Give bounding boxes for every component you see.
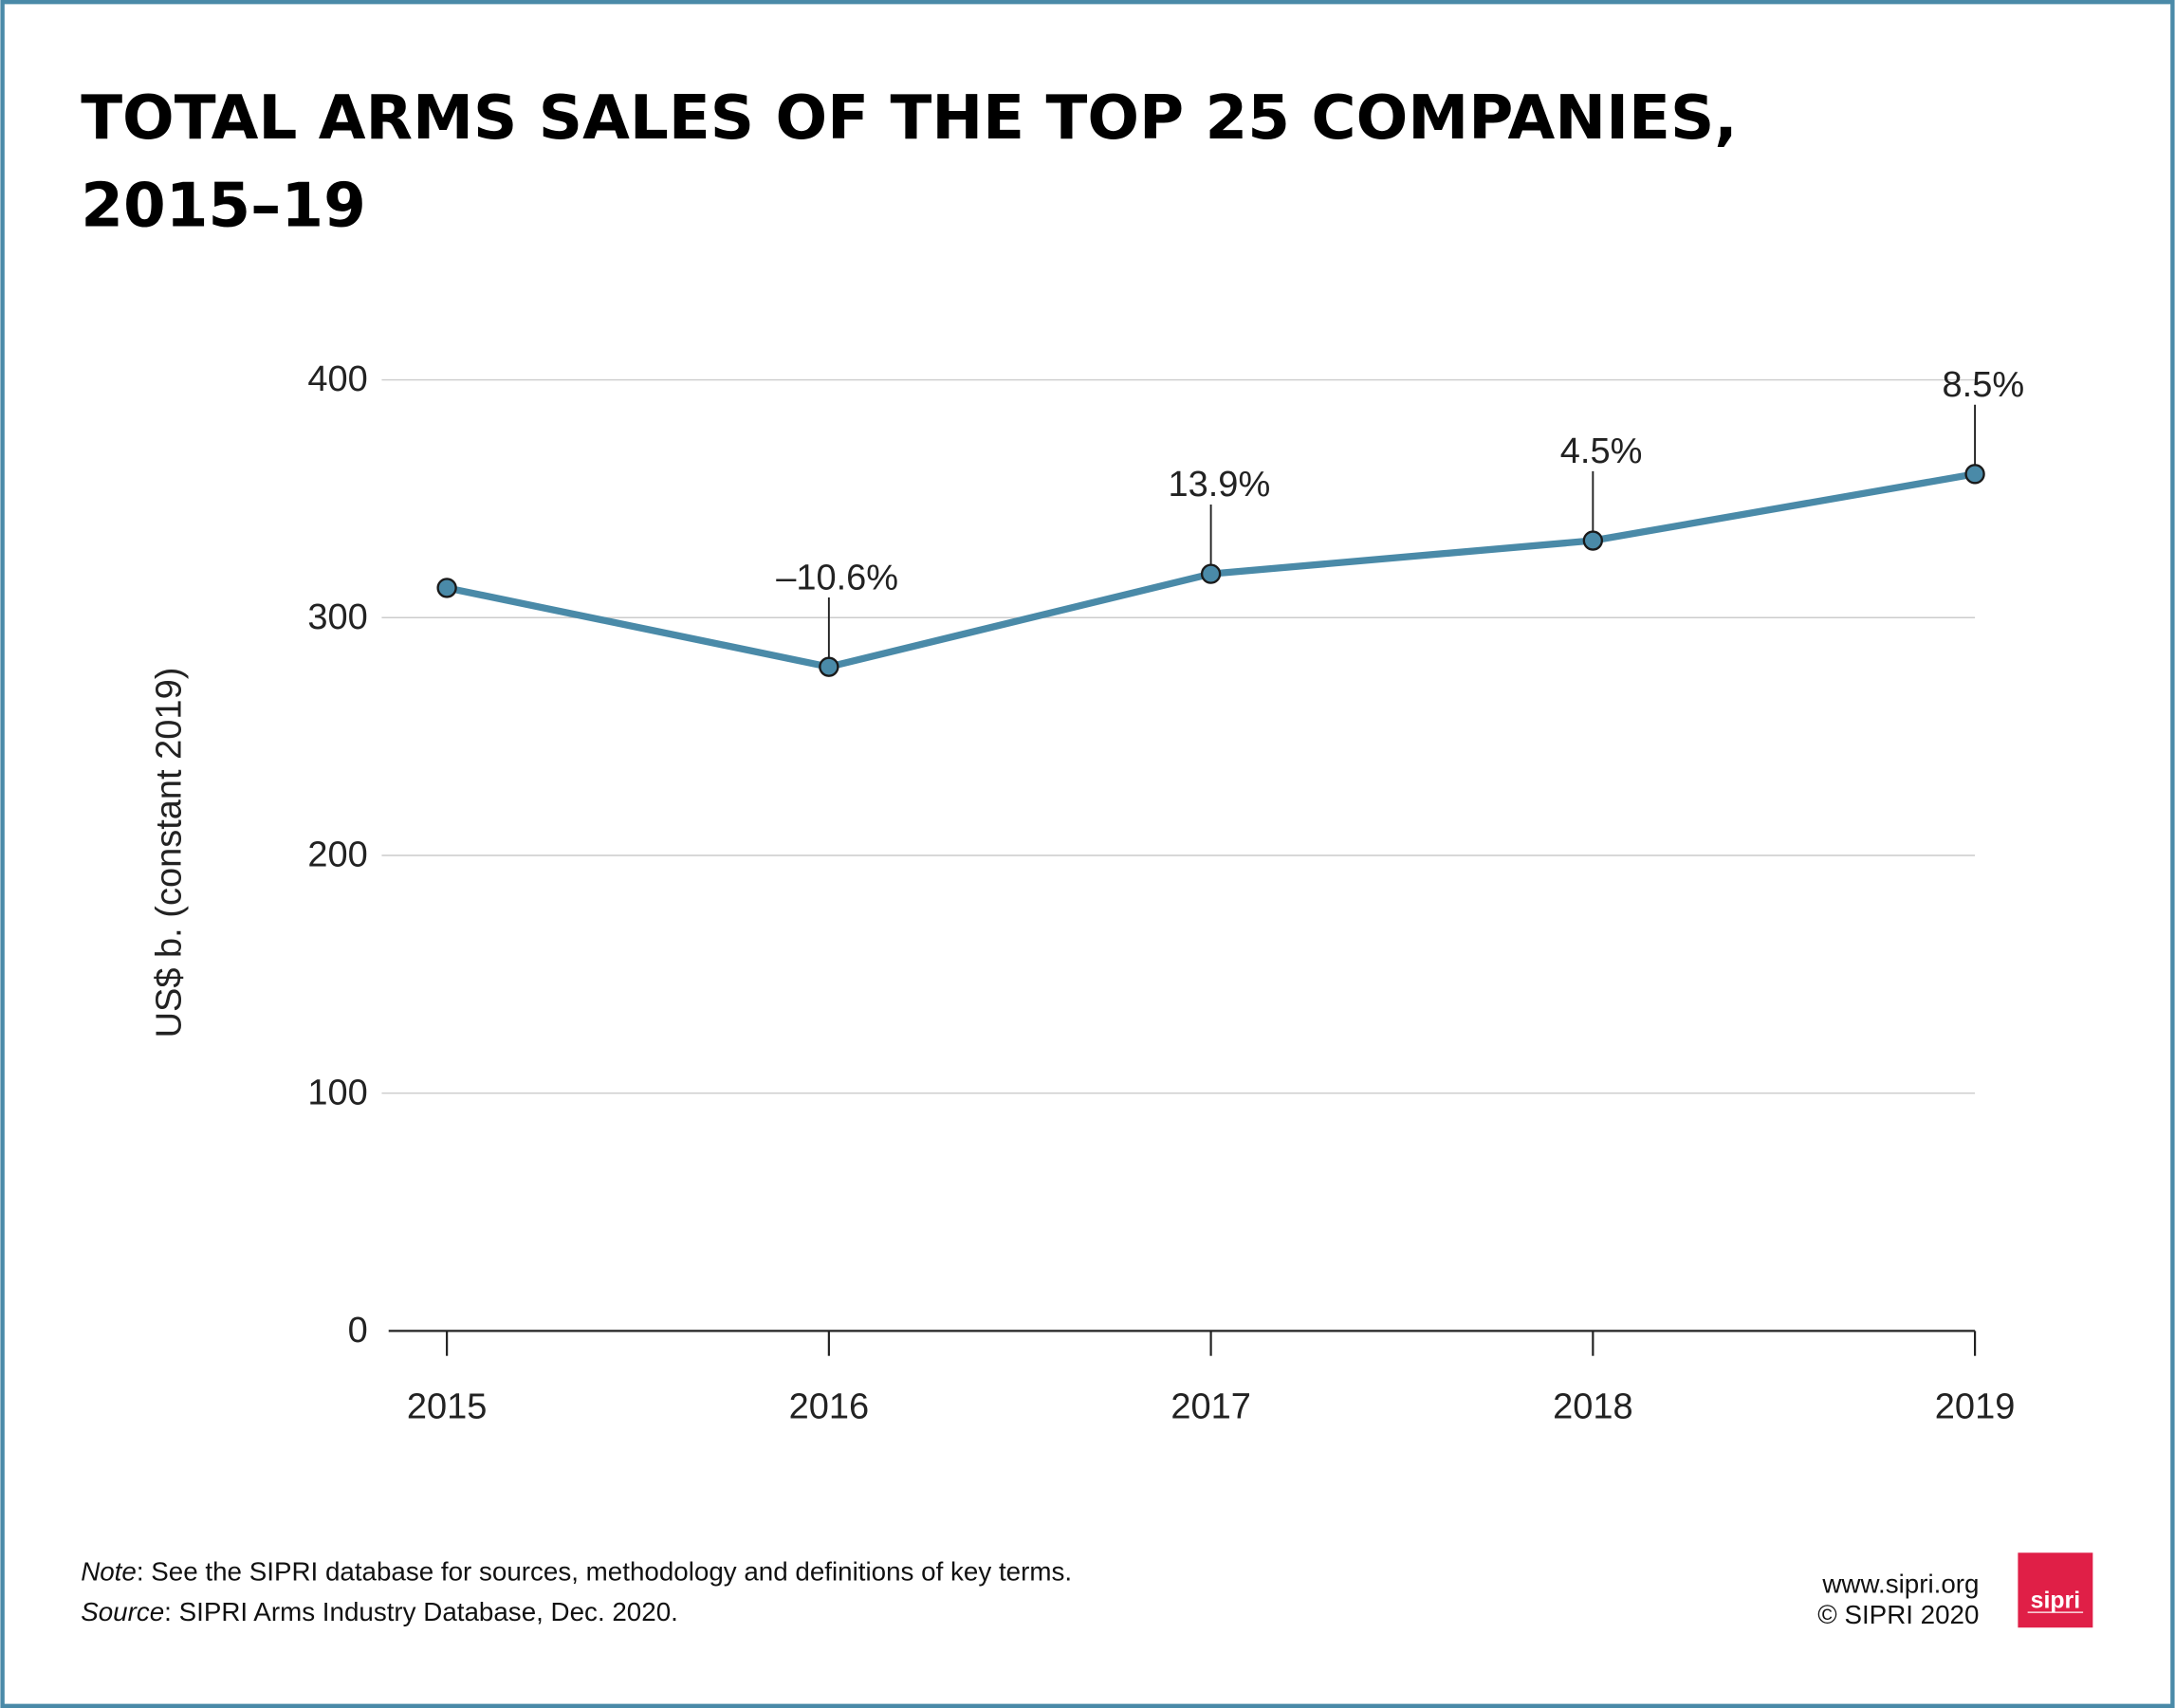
website-link[interactable]: www.sipri.org [1821,1570,1979,1599]
data-point [436,578,457,598]
copyright: © SIPRI 2020 [1817,1600,1979,1629]
annotation-label: 4.5% [1560,432,1643,471]
x-tick-label: 2018 [1553,1387,1633,1426]
annotation-label: 13.9% [1169,465,1271,505]
data-point [1582,530,1604,551]
y-tick-label: 400 [307,359,367,399]
note: Note: See the SIPRI database for sources… [81,1557,1072,1587]
data-point [819,656,839,677]
y-axis-label: US$ b. (constant 2019) [149,668,189,1038]
y-tick-label: 200 [307,836,367,875]
y-tick-label: 0 [348,1311,368,1350]
y-tick-label: 300 [307,597,367,637]
source: Source: SIPRI Arms Industry Database, De… [81,1597,678,1626]
annotation-label: –10.6% [776,558,898,597]
x-tick-label: 2016 [789,1387,870,1426]
x-tick-label: 2017 [1170,1387,1251,1426]
x-tick-label: 2019 [1935,1387,2016,1426]
y-tick-label: 100 [307,1073,367,1112]
x-tick-label: 2015 [407,1387,488,1426]
svg-text:sipri: sipri [2031,1589,2080,1614]
annotation-label: 8.5% [1943,365,2025,405]
chart-title-line-1: TOTAL ARMS SALES OF THE TOP 25 COMPANIES… [81,83,1738,154]
data-point [1964,464,1985,485]
data-point [1200,563,1222,584]
sipri-logo: sipri [2018,1552,2093,1628]
chart-title-line-2: 2015–19 [81,170,366,241]
